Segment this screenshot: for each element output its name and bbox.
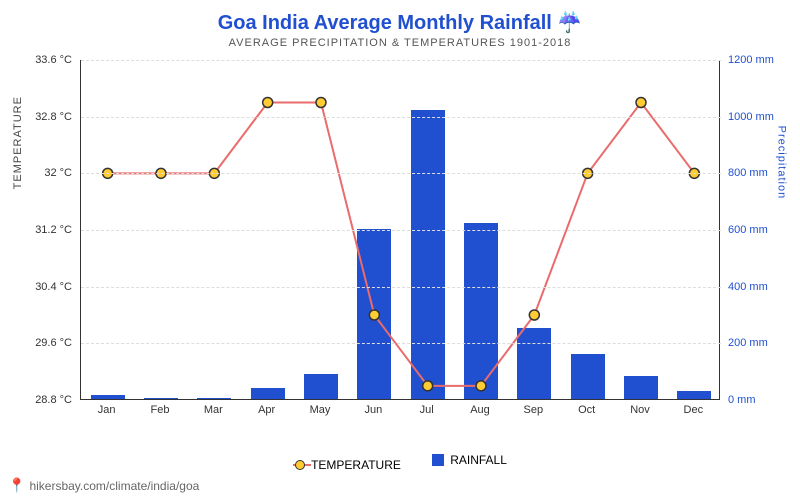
pin-icon: 📍 <box>8 477 25 494</box>
temperature-marker <box>423 381 433 391</box>
y-right-tick-label: 0 mm <box>728 394 756 406</box>
x-tick-label: Mar <box>204 404 223 416</box>
legend-square-icon <box>432 454 444 466</box>
gridline <box>81 230 721 231</box>
y-left-tick-label: 32.8 °C <box>35 111 72 123</box>
y-left-tick-label: 29.6 °C <box>35 337 72 349</box>
legend: TEMPERATURE RAINFALL <box>0 453 800 472</box>
legend-temperature-label: TEMPERATURE <box>311 458 401 472</box>
legend-rainfall-label: RAINFALL <box>450 453 507 467</box>
gridline <box>81 173 721 174</box>
y-right-tick-label: 600 mm <box>728 224 768 236</box>
gridline <box>81 60 721 61</box>
gridline <box>81 287 721 288</box>
temperature-marker <box>476 381 486 391</box>
y-right-tick-label: 400 mm <box>728 281 768 293</box>
y-left-tick-label: 31.2 °C <box>35 224 72 236</box>
y-right-axis-title: Precipitation <box>776 126 788 200</box>
y-right-tick-label: 1200 mm <box>728 54 774 66</box>
x-tick-label: Sep <box>524 404 544 416</box>
temperature-marker <box>316 98 326 108</box>
y-right-tick-label: 1000 mm <box>728 111 774 123</box>
x-tick-label: Feb <box>151 404 170 416</box>
x-tick-label: Jun <box>364 404 382 416</box>
attribution: 📍 hikersbay.com/climate/india/goa <box>8 477 199 494</box>
x-tick-label: May <box>310 404 331 416</box>
temperature-marker <box>369 310 379 320</box>
y-left-tick-label: 32 °C <box>44 167 72 179</box>
y-left-tick-label: 28.8 °C <box>35 394 72 406</box>
temperature-marker <box>636 98 646 108</box>
gridline <box>81 343 721 344</box>
chart-area: TEMPERATURE Precipitation 28.8 °C29.6 °C… <box>80 60 720 430</box>
y-left-tick-label: 33.6 °C <box>35 54 72 66</box>
chart-title: Goa India Average Monthly Rainfall ☔ <box>0 0 800 35</box>
x-tick-label: Dec <box>684 404 704 416</box>
x-tick-label: Oct <box>578 404 595 416</box>
temperature-marker <box>529 310 539 320</box>
y-left-tick-label: 30.4 °C <box>35 281 72 293</box>
temperature-marker <box>263 98 273 108</box>
y-right-tick-label: 200 mm <box>728 337 768 349</box>
y-right-tick-label: 800 mm <box>728 167 768 179</box>
legend-temperature: TEMPERATURE <box>293 458 401 472</box>
x-tick-label: Jul <box>420 404 434 416</box>
plot-region <box>80 60 720 400</box>
x-tick-label: Jan <box>98 404 116 416</box>
legend-rainfall: RAINFALL <box>432 453 507 467</box>
attribution-text: hikersbay.com/climate/india/goa <box>29 479 199 493</box>
y-left-axis-title: TEMPERATURE <box>12 96 24 189</box>
chart-subtitle: AVERAGE PRECIPITATION & TEMPERATURES 190… <box>0 37 800 49</box>
x-tick-label: Nov <box>630 404 650 416</box>
x-tick-label: Apr <box>258 404 275 416</box>
gridline <box>81 117 721 118</box>
x-tick-label: Aug <box>470 404 490 416</box>
legend-marker-icon <box>295 460 305 470</box>
